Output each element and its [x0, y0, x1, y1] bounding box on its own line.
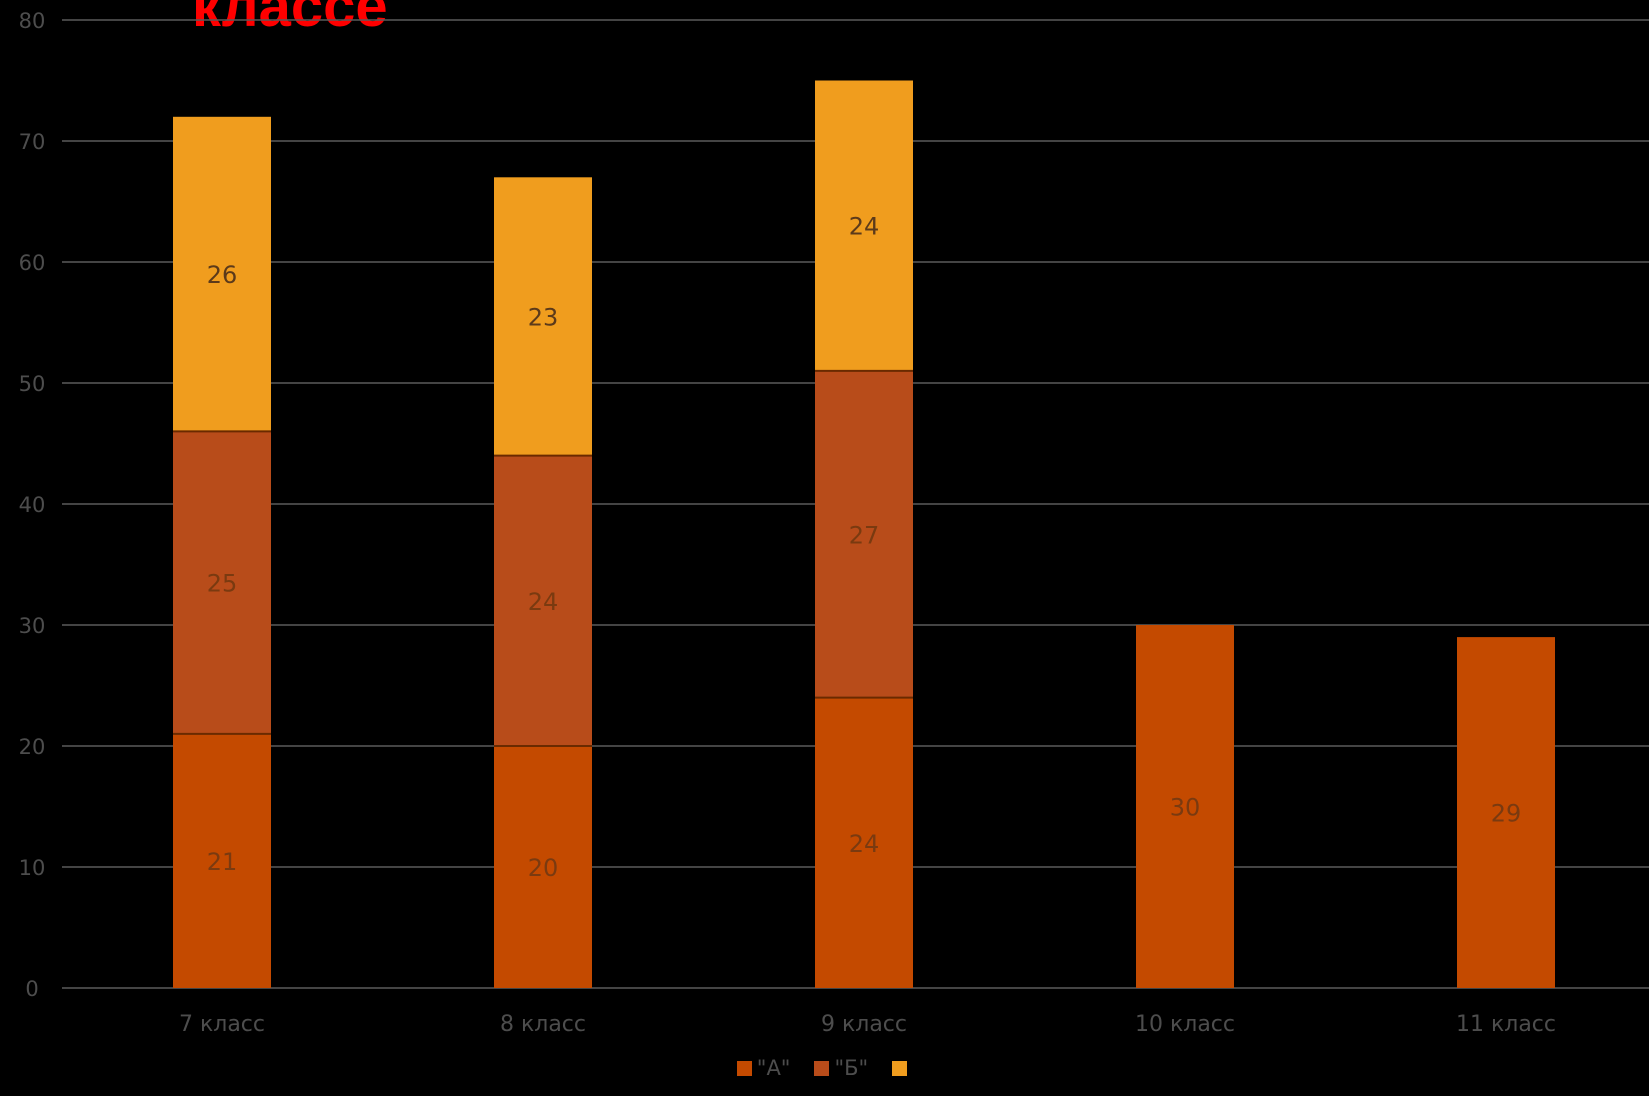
x-tick-label: 11 класс	[1456, 1012, 1556, 1037]
bar-segment	[1457, 637, 1555, 988]
legend: "А" "Б"	[0, 1056, 1649, 1080]
y-tick-label: 10	[19, 856, 46, 880]
data-label: 29	[1491, 800, 1522, 828]
data-labels: 21 25 26 20 24 23 24 27 24 30 29	[207, 213, 1522, 882]
bar-segment	[494, 455, 592, 746]
data-label: 27	[849, 521, 880, 549]
x-tick-label: 10 класс	[1135, 1012, 1235, 1037]
bar-segment	[494, 746, 592, 988]
x-tick-label: 8 класс	[500, 1012, 586, 1037]
y-tick-label: 30	[19, 614, 46, 638]
data-label: 24	[849, 830, 880, 858]
bar-segment	[815, 370, 913, 698]
bar-segment	[173, 733, 271, 988]
x-axis-tick-labels: 7 класс 8 класс 9 класс 10 класс 11 класс	[179, 1012, 1556, 1037]
y-tick-label: 40	[19, 493, 46, 517]
legend-label: "Б"	[834, 1056, 869, 1080]
legend-swatch	[736, 1060, 752, 1076]
bars	[173, 80, 1555, 988]
data-label: 24	[528, 588, 559, 616]
data-label: 23	[528, 303, 559, 331]
x-tick-label: 7 класс	[179, 1012, 265, 1037]
legend-item	[892, 1056, 912, 1080]
bar-segment	[815, 80, 913, 371]
bar-segment	[815, 697, 913, 988]
chart-title: классе	[192, 0, 388, 39]
bar-segment	[173, 431, 271, 734]
data-label: 30	[1170, 794, 1201, 822]
y-tick-label: 0	[25, 977, 38, 1001]
y-tick-label: 70	[19, 130, 46, 154]
y-tick-label: 80	[19, 9, 46, 33]
bar-segment	[494, 177, 592, 456]
data-label: 25	[207, 570, 238, 598]
data-label: 26	[207, 261, 238, 289]
y-axis-tick-labels: 0 10 20 30 40 50 60 70 80	[19, 9, 46, 1001]
x-tick-label: 9 класс	[821, 1012, 907, 1037]
data-label: 20	[528, 854, 559, 882]
y-tick-label: 20	[19, 735, 46, 759]
legend-label: "А"	[756, 1056, 791, 1080]
y-tick-label: 60	[19, 251, 46, 275]
bar-segment	[1136, 625, 1234, 988]
bar-segment	[173, 116, 271, 432]
y-tick-label: 50	[19, 372, 46, 396]
legend-swatch	[892, 1060, 908, 1076]
data-label: 24	[849, 213, 880, 241]
legend-swatch	[814, 1060, 830, 1076]
legend-item: "Б"	[814, 1056, 868, 1080]
data-label: 21	[207, 848, 238, 876]
legend-item: "А"	[736, 1056, 791, 1080]
